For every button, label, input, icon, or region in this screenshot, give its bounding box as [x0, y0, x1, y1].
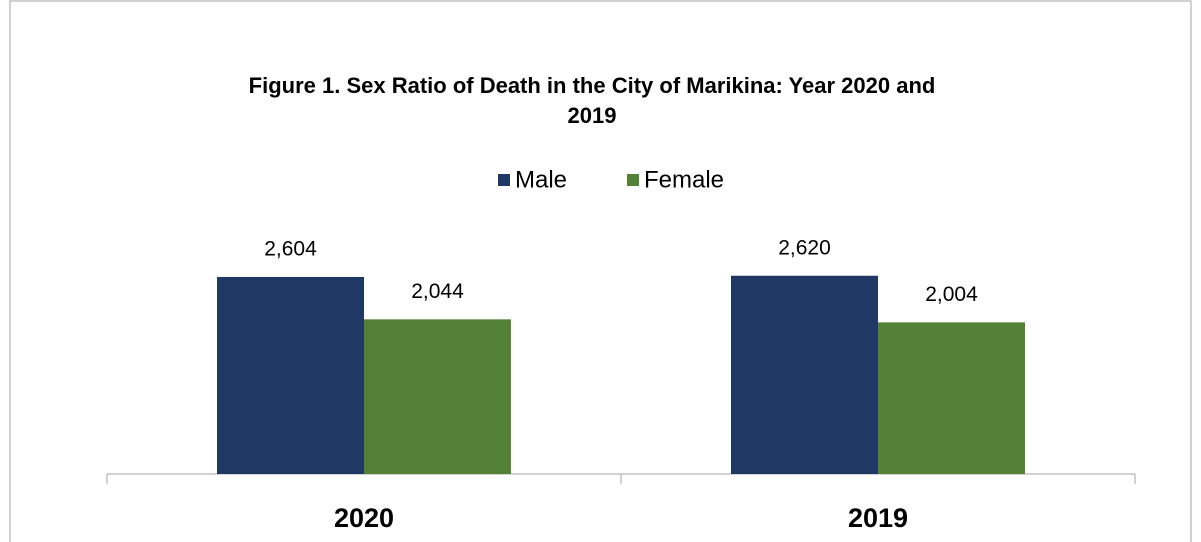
x-tick-label: 2020: [334, 503, 394, 533]
legend-label: Female: [644, 166, 724, 193]
data-label: 2,620: [778, 236, 831, 259]
chart-frame: [9, 0, 1192, 542]
legend-swatch: [627, 174, 639, 186]
chart-title: Figure 1. Sex Ratio of Death in the City…: [249, 73, 936, 98]
legend-swatch: [498, 174, 510, 186]
data-label: 2,044: [411, 280, 464, 303]
chart-title: 2019: [568, 103, 617, 128]
data-label: 2,004: [925, 283, 978, 306]
bar: [731, 275, 878, 474]
bar: [217, 276, 364, 474]
bar: [364, 319, 511, 474]
data-label: 2,604: [264, 238, 317, 261]
x-tick-label: 2019: [848, 503, 908, 533]
bar: [878, 322, 1025, 474]
legend-label: Male: [515, 166, 567, 193]
